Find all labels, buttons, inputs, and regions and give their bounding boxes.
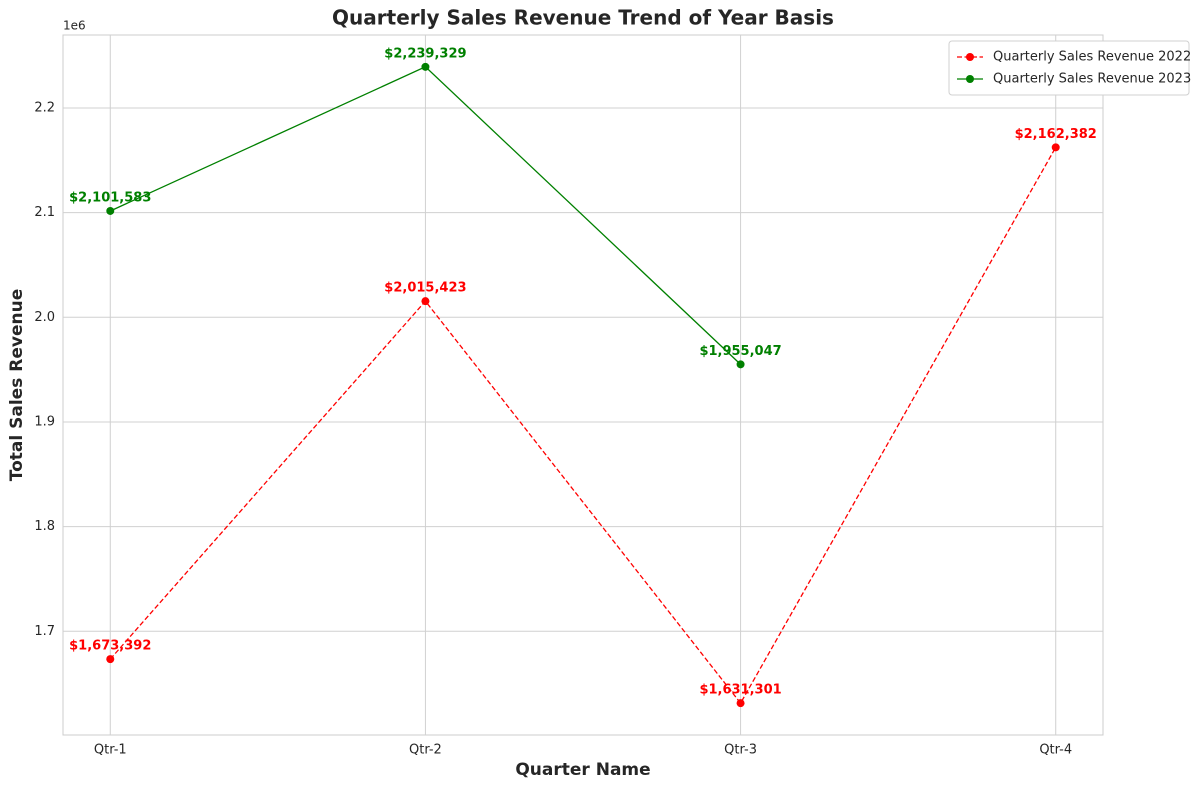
x-tick-label: Qtr-3	[724, 743, 757, 758]
y-offset-label: 1e6	[63, 19, 86, 33]
point	[106, 206, 115, 215]
data-label: $1,631,301	[699, 683, 781, 698]
y-tick-label: 2.2	[34, 100, 55, 115]
chart-title: Quarterly Sales Revenue Trend of Year Ba…	[332, 6, 834, 30]
legend-label: Quarterly Sales Revenue 2022	[993, 50, 1191, 65]
point	[421, 297, 430, 306]
data-label: $2,162,382	[1015, 127, 1097, 142]
y-tick-label: 1.8	[34, 519, 55, 534]
x-tick-label: Qtr-1	[94, 743, 127, 758]
legend-marker	[966, 53, 974, 61]
legend-label: Quarterly Sales Revenue 2023	[993, 72, 1191, 87]
legend: Quarterly Sales Revenue 2022 Quarterly Sa…	[948, 40, 1191, 96]
y-tick-label: 1.9	[34, 414, 55, 429]
x-tick-label: Qtr-4	[1039, 743, 1072, 758]
data-label: $1,955,047	[699, 344, 781, 359]
x-axis-label: Quarter Name	[515, 760, 650, 780]
data-label: $2,015,423	[384, 281, 466, 296]
point	[106, 655, 115, 664]
x-tick-label: Qtr-2	[409, 743, 442, 758]
y-tick-label: 2.0	[34, 310, 55, 325]
grid	[63, 35, 1103, 735]
data-label: $2,101,583	[69, 190, 151, 205]
point	[736, 699, 745, 708]
y-tick-label: 1.7	[34, 624, 55, 639]
y-axis-label: Total Sales Revenue	[7, 289, 27, 481]
plot-area	[62, 34, 1104, 736]
data-label: $1,673,392	[69, 639, 151, 654]
point	[736, 360, 745, 369]
y-tick-label: 2.1	[34, 205, 55, 220]
legend-marker	[966, 75, 974, 83]
data-label: $2,239,329	[384, 46, 466, 61]
legend-box	[948, 40, 1190, 96]
point	[1051, 143, 1060, 152]
point	[421, 62, 430, 71]
series-line	[109, 147, 1057, 705]
